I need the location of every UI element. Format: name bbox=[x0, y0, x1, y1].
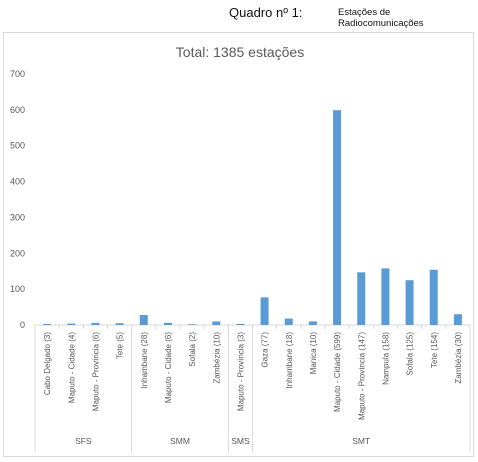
y-tick-label: 0 bbox=[20, 320, 25, 330]
y-tick-label: 600 bbox=[10, 105, 25, 115]
x-tick-label: Tete (5) bbox=[116, 332, 125, 359]
bar bbox=[453, 314, 462, 325]
bar bbox=[67, 323, 76, 325]
bar bbox=[284, 318, 293, 325]
y-tick-label: 400 bbox=[10, 177, 25, 187]
bar bbox=[308, 321, 317, 325]
x-tick-label: Inhambane (18) bbox=[285, 332, 294, 389]
y-tick-label: 100 bbox=[10, 284, 25, 294]
group-label: SFS bbox=[75, 436, 92, 446]
bar bbox=[333, 110, 342, 325]
x-tick-label: Maputo - Província (147) bbox=[357, 332, 366, 420]
x-tick-label: Manica (10) bbox=[309, 332, 318, 375]
bar bbox=[139, 314, 148, 325]
bar bbox=[381, 268, 390, 325]
bar bbox=[357, 272, 366, 325]
table-label: Quadro nº 1: bbox=[229, 5, 303, 20]
group-label: SMT bbox=[352, 436, 370, 446]
x-tick-label: Gaza (77) bbox=[261, 332, 270, 368]
x-tick-label: Maputo - Cidade (4) bbox=[67, 332, 76, 403]
y-tick-label: 700 bbox=[10, 69, 25, 79]
x-tick-label: Zambézia (30) bbox=[454, 332, 463, 384]
bar bbox=[163, 322, 172, 325]
x-tick-label: Maputo - Cidade (599) bbox=[333, 332, 342, 412]
document-header: Quadro nº 1: Estações de Radiocomunicaçõ… bbox=[0, 3, 478, 29]
x-tick-label: Nampula (158) bbox=[381, 332, 390, 385]
group-label: SMS bbox=[231, 436, 250, 446]
x-tick-label: Maputo - Província (6) bbox=[91, 332, 100, 411]
group-label: SMM bbox=[170, 436, 190, 446]
bar bbox=[188, 324, 197, 326]
chart-frame bbox=[3, 32, 474, 457]
x-tick-label: Cabo Delgado (3) bbox=[43, 332, 52, 395]
x-tick-label: Maputo - Cidade (6) bbox=[164, 332, 173, 403]
y-tick-label: 200 bbox=[10, 248, 25, 258]
chart-title: Total: 1385 estações bbox=[176, 44, 304, 60]
y-tick-label: 500 bbox=[10, 141, 25, 151]
table-caption: Estações de Radiocomunicações bbox=[338, 7, 424, 29]
bar bbox=[429, 269, 438, 325]
bar bbox=[212, 321, 221, 325]
bar bbox=[43, 323, 52, 325]
x-tick-label: Tete (154) bbox=[430, 332, 439, 368]
x-tick-label: Zambézia (10) bbox=[212, 332, 221, 384]
x-tick-label: Maputo - Província (3) bbox=[236, 332, 245, 411]
bar bbox=[405, 280, 414, 325]
x-tick-label: Inhambane (28) bbox=[140, 332, 149, 389]
bar bbox=[260, 297, 269, 325]
bar bbox=[91, 322, 100, 325]
x-tick-label: Sofala (125) bbox=[406, 332, 415, 376]
bar bbox=[115, 323, 124, 325]
y-tick-label: 300 bbox=[10, 212, 25, 222]
x-tick-label: Sofala (2) bbox=[188, 332, 197, 367]
bar bbox=[236, 323, 245, 325]
